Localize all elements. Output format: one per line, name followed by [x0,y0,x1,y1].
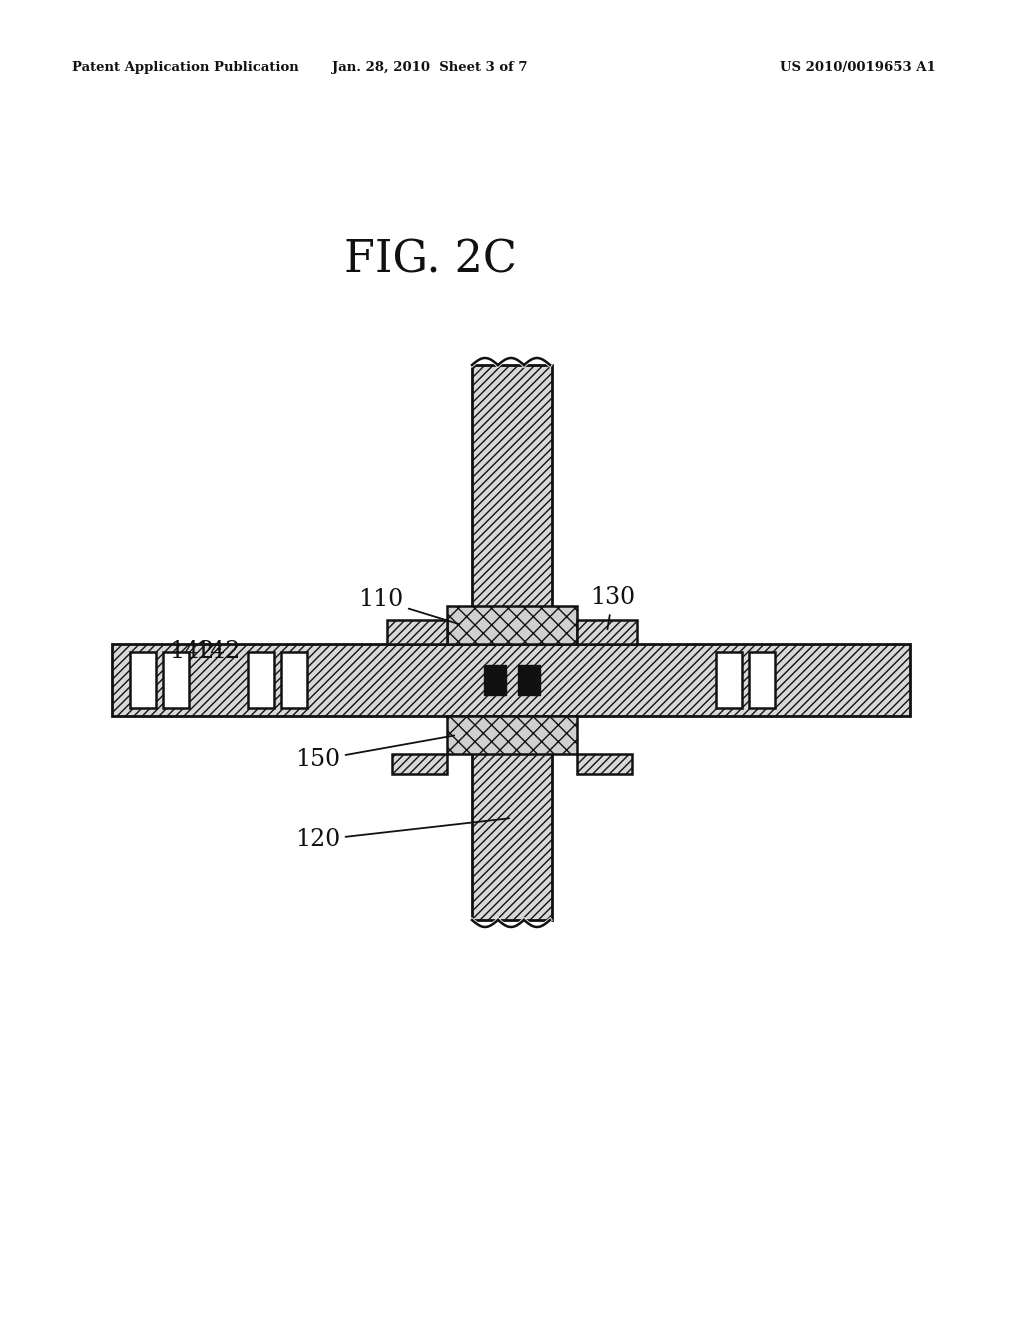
Bar [577,620,637,644]
Text: US 2010/0019653 A1: US 2010/0019653 A1 [780,62,936,74]
Bar [281,652,307,708]
Bar [716,652,742,708]
Bar [387,620,447,644]
Text: Patent Application Publication: Patent Application Publication [72,62,299,74]
Bar [447,606,577,644]
Text: 142: 142 [170,640,220,664]
Bar [248,652,274,708]
Text: 120: 120 [295,818,509,851]
Bar [749,652,775,708]
Bar [447,715,577,754]
Bar [472,715,552,920]
Text: Jan. 28, 2010  Sheet 3 of 7: Jan. 28, 2010 Sheet 3 of 7 [332,62,527,74]
Bar [130,652,156,708]
Bar [484,665,506,696]
Text: 130: 130 [590,586,635,630]
Text: 150: 150 [295,735,455,771]
Bar [577,754,632,774]
Bar [518,665,540,696]
Bar [163,652,189,708]
Bar [472,366,552,644]
Text: 110: 110 [358,589,460,624]
Text: 142: 142 [195,640,241,664]
Bar [392,754,447,774]
Text: FIG. 2C: FIG. 2C [343,239,516,281]
Bar [112,644,910,715]
